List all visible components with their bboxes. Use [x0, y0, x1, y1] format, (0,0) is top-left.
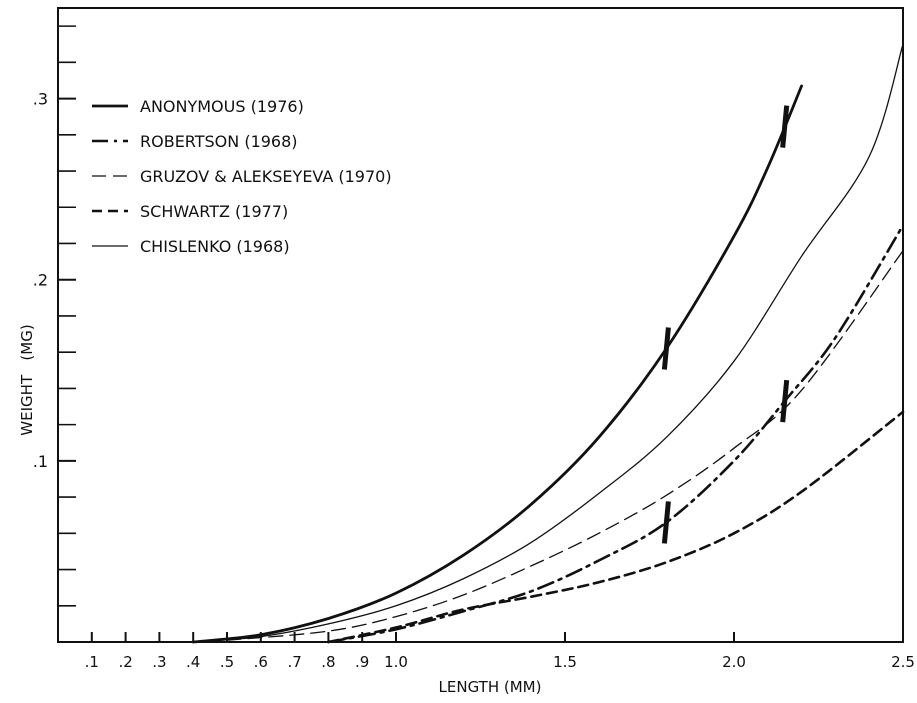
x-tick-label: 2.5	[891, 653, 915, 671]
series-line-3	[327, 410, 905, 644]
y-tick-label: .2	[33, 271, 48, 290]
x-tick-label: .6	[254, 653, 268, 671]
y-tick-label: .1	[33, 452, 48, 471]
series-line-1	[327, 224, 905, 644]
x-axis-label: LENGTH (MM)	[439, 678, 542, 696]
x-tick-label: .8	[321, 653, 335, 671]
legend-label: SCHWARTZ (1977)	[140, 202, 288, 221]
y-tick-label: .3	[33, 90, 48, 109]
x-tick-label: .9	[355, 653, 369, 671]
legend-label: ROBERTSON (1968)	[140, 132, 298, 151]
x-tick-label: .2	[118, 653, 132, 671]
series-line-2	[226, 250, 904, 641]
x-tick-label: 1.5	[553, 653, 577, 671]
series-marker	[780, 105, 790, 148]
y-axis-label: WEIGHT (MG)	[18, 324, 36, 435]
legend: ANONYMOUS (1976) ROBERTSON (1968) GRUZOV &…	[92, 97, 392, 256]
x-axis-ticks: .1 .2 .3 .4 .5 .6 .7 .8 .9 1.0 1.5 2.0 2.5	[85, 632, 915, 671]
x-tick-label: .5	[220, 653, 234, 671]
series-marker	[661, 327, 671, 370]
x-tick-label: 1.0	[384, 653, 408, 671]
x-tick-label: .3	[152, 653, 166, 671]
x-tick-label: .4	[186, 653, 200, 671]
legend-label: CHISLENKO (1968)	[140, 237, 290, 256]
series-line-0	[191, 84, 803, 644]
series-marker	[661, 501, 671, 544]
x-tick-label: 2.0	[722, 653, 746, 671]
series-layer	[191, 43, 905, 644]
series-marker	[780, 379, 790, 423]
x-tick-label: .7	[287, 653, 301, 671]
x-tick-label: .1	[85, 653, 99, 671]
legend-label: GRUZOV & ALEKSEYEVA (1970)	[140, 167, 392, 186]
series-line-4	[192, 43, 904, 643]
y-axis-ticks: .1 .2 .3	[33, 25, 76, 607]
legend-label: ANONYMOUS (1976)	[140, 97, 304, 116]
plot-frame	[57, 7, 904, 643]
